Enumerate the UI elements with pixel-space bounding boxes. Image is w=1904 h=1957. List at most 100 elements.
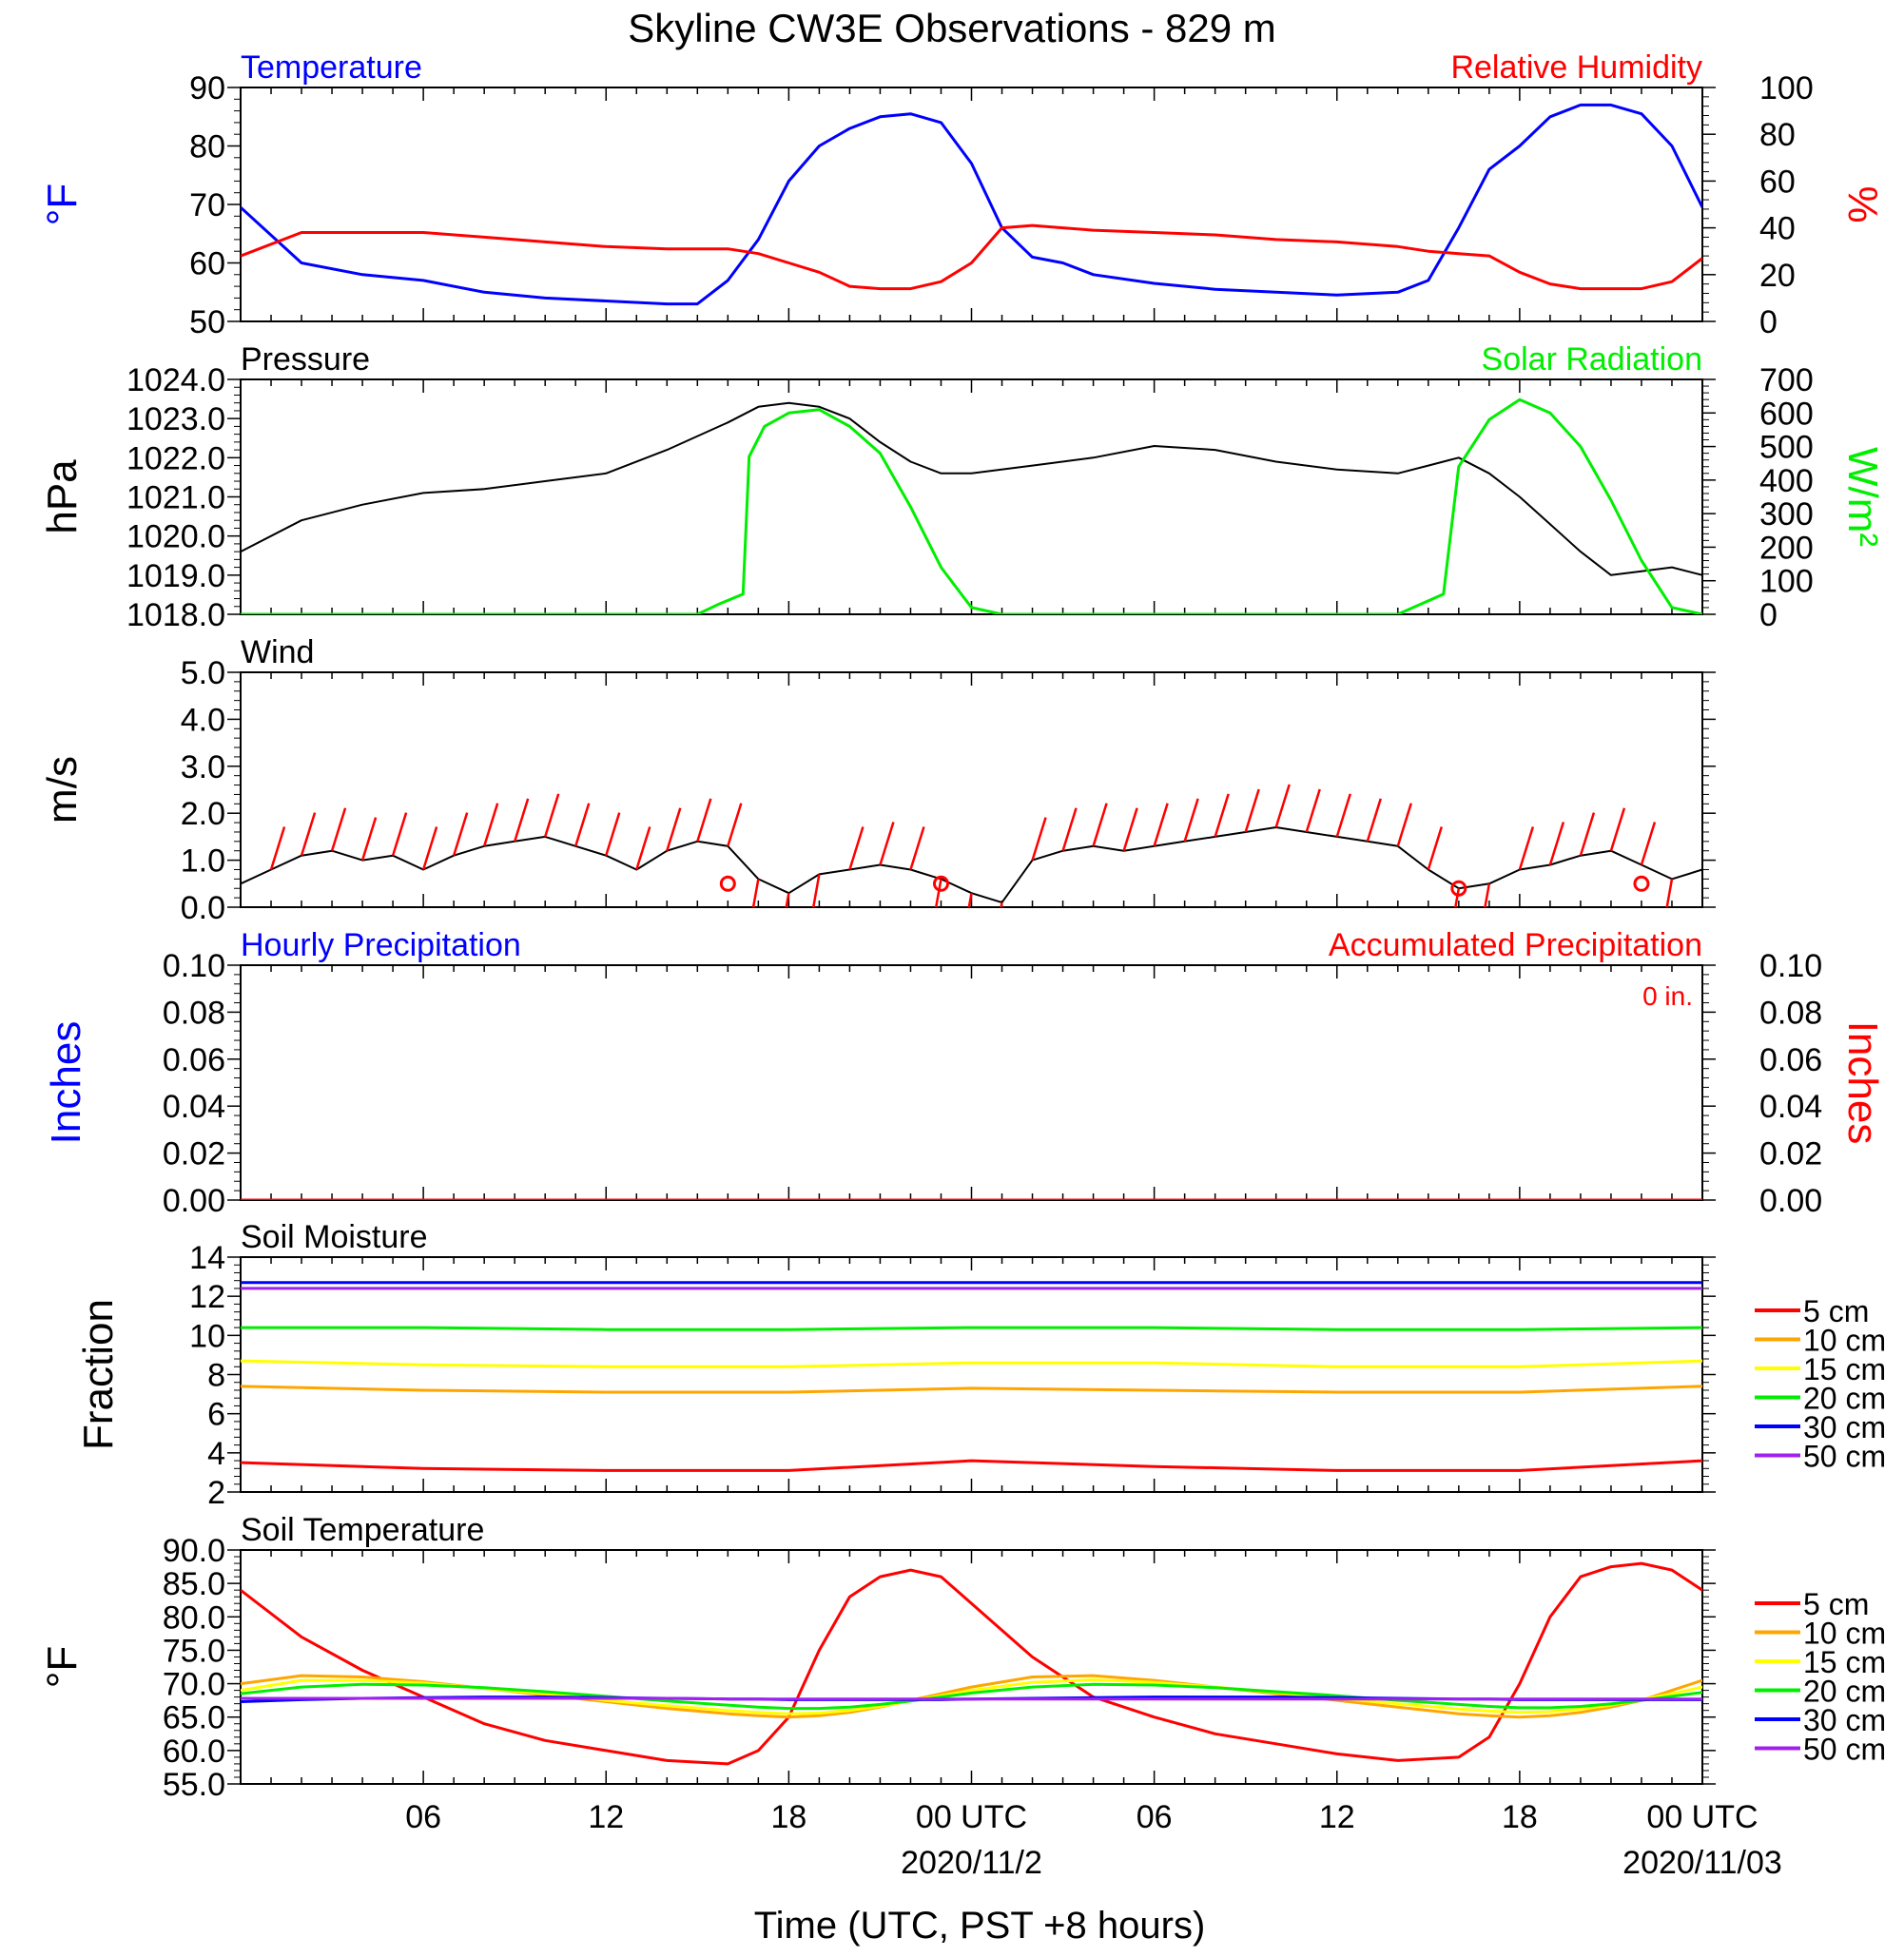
legend-label: 5 cm bbox=[1803, 1294, 1869, 1328]
y-tick-label: 1020.0 bbox=[126, 519, 225, 555]
wind-barb bbox=[513, 798, 530, 843]
wind-barb bbox=[1122, 807, 1138, 852]
y-tick-label: 0.00 bbox=[163, 1183, 225, 1219]
wind-barb bbox=[1579, 812, 1596, 857]
series-line-solar-radiation bbox=[241, 397, 1702, 614]
x-tick-label: 12 bbox=[1319, 1799, 1355, 1835]
y-tick-label: 90.0 bbox=[163, 1533, 225, 1569]
panel-title-right: Accumulated Precipitation bbox=[1329, 927, 1702, 963]
panel-title-left: Temperature bbox=[241, 49, 422, 86]
y-tick-label: 10 bbox=[189, 1318, 225, 1354]
panel-title-left: Pressure bbox=[241, 341, 370, 378]
wind-barb bbox=[785, 892, 790, 907]
y-right-tick-label: 700 bbox=[1759, 362, 1814, 398]
y-tick-label: 70.0 bbox=[163, 1667, 225, 1703]
wind-barb bbox=[1396, 803, 1412, 847]
wind-barb bbox=[1061, 807, 1078, 852]
x-tick-label: 18 bbox=[770, 1799, 806, 1835]
legend-label: 15 cm bbox=[1803, 1645, 1886, 1679]
y-tick-label: 70 bbox=[189, 187, 225, 223]
y-axis-label-left: hPa bbox=[39, 459, 86, 534]
x-tick-label: 06 bbox=[1137, 1799, 1173, 1835]
y-tick-label: 14 bbox=[189, 1240, 225, 1276]
calm-wind-marker bbox=[719, 875, 736, 892]
y-tick-label: 65.0 bbox=[163, 1700, 225, 1736]
series-group bbox=[241, 784, 1702, 907]
y-tick-label: 85.0 bbox=[163, 1566, 225, 1602]
calm-wind-marker bbox=[932, 875, 949, 892]
series-line-temperature bbox=[241, 103, 1702, 306]
x-tick-label: 12 bbox=[588, 1799, 624, 1835]
legend-label: 30 cm bbox=[1803, 1410, 1886, 1444]
y-axis-label-left: m/s bbox=[39, 756, 86, 823]
wind-barb bbox=[391, 812, 408, 857]
y-right-tick-label: 0.08 bbox=[1759, 995, 1822, 1031]
series-line-50-cm bbox=[241, 1696, 1702, 1701]
y-tick-label: 2.0 bbox=[181, 796, 225, 832]
legend-label: 5 cm bbox=[1803, 1587, 1869, 1621]
y-right-tick-label: 100 bbox=[1759, 70, 1814, 107]
wind-barb bbox=[666, 807, 682, 852]
y-tick-label: 55.0 bbox=[163, 1767, 225, 1803]
y-tick-label: 12 bbox=[189, 1279, 225, 1315]
wind-barb bbox=[452, 812, 469, 857]
wind-barb bbox=[1031, 817, 1047, 861]
y-right-tick-label: 0 bbox=[1759, 597, 1778, 633]
y-tick-label: 50 bbox=[189, 304, 225, 340]
plot-frame bbox=[240, 964, 1703, 1201]
y-right-tick-label: 20 bbox=[1759, 258, 1796, 294]
y-axis-label-left: °F bbox=[39, 184, 86, 225]
panel-wind: 0.0 1.0 2.0 3.0 4.0 5.0 Wind m/s bbox=[39, 634, 1716, 926]
panel-temperature_rh: 50 60 70 80 90 0 20 40 60 80 100 Temperature Relativ… bbox=[39, 49, 1886, 340]
series-group bbox=[241, 1281, 1702, 1472]
y-right-tick-label: 0.04 bbox=[1759, 1089, 1822, 1125]
wind-barb bbox=[1427, 826, 1444, 870]
x-tick-label: 00 UTC bbox=[1646, 1799, 1758, 1835]
y-tick-label: 3.0 bbox=[181, 749, 225, 785]
y-axis-label-right: Inches bbox=[1839, 1021, 1886, 1145]
y-tick-label: 80.0 bbox=[163, 1599, 225, 1636]
y-tick-label: 6 bbox=[207, 1397, 225, 1433]
y-tick-label: 60.0 bbox=[163, 1734, 225, 1770]
y-tick-label: 1019.0 bbox=[126, 558, 225, 594]
chart-title: Skyline CW3E Observations - 829 m bbox=[628, 6, 1276, 50]
x-tick-label: 06 bbox=[405, 1799, 441, 1835]
y-tick-label: 0.04 bbox=[163, 1089, 225, 1125]
plot-frame bbox=[240, 1256, 1703, 1493]
wind-barb bbox=[696, 798, 712, 843]
panel-soil_temperature: 55.060.065.070.075.080.085.090.0 Soil Tem… bbox=[39, 1512, 1886, 1881]
x-date-label: 2020/11/03 bbox=[1622, 1845, 1782, 1881]
y-right-tick-label: 100 bbox=[1759, 564, 1814, 600]
wind-barb bbox=[300, 812, 317, 857]
y-right-tick-label: 500 bbox=[1759, 430, 1814, 466]
y-tick-label: 8 bbox=[207, 1358, 225, 1394]
legend-label: 10 cm bbox=[1803, 1617, 1886, 1651]
series-line-10-cm bbox=[241, 1385, 1702, 1394]
y-tick-label: 1022.0 bbox=[126, 440, 225, 476]
wind-barb bbox=[605, 812, 621, 857]
y-tick-label: 90 bbox=[189, 70, 225, 107]
y-tick-label: 1024.0 bbox=[126, 362, 225, 398]
wind-barb bbox=[1244, 788, 1260, 833]
precip-total-annotation: 0 in. bbox=[1642, 981, 1693, 1011]
x-tick-label: 18 bbox=[1502, 1799, 1538, 1835]
y-tick-label: 0.10 bbox=[163, 948, 225, 984]
series-line-20-cm bbox=[241, 1682, 1702, 1711]
y-right-tick-label: 0 bbox=[1759, 304, 1778, 340]
y-right-tick-label: 0.10 bbox=[1759, 948, 1822, 984]
y-right-tick-label: 600 bbox=[1759, 396, 1814, 432]
series-line-pressure bbox=[241, 401, 1702, 576]
wind-barb bbox=[1366, 798, 1382, 843]
wind-barb bbox=[1305, 788, 1321, 833]
y-right-tick-label: 300 bbox=[1759, 496, 1814, 533]
wind-barb bbox=[1214, 793, 1230, 838]
y-tick-label: 5.0 bbox=[181, 655, 225, 691]
wind-barb bbox=[544, 793, 560, 838]
y-tick-label: 1021.0 bbox=[126, 480, 225, 516]
series-line-5-cm bbox=[241, 1459, 1702, 1472]
wind-barb bbox=[360, 817, 378, 861]
y-right-tick-label: 0.02 bbox=[1759, 1136, 1822, 1172]
